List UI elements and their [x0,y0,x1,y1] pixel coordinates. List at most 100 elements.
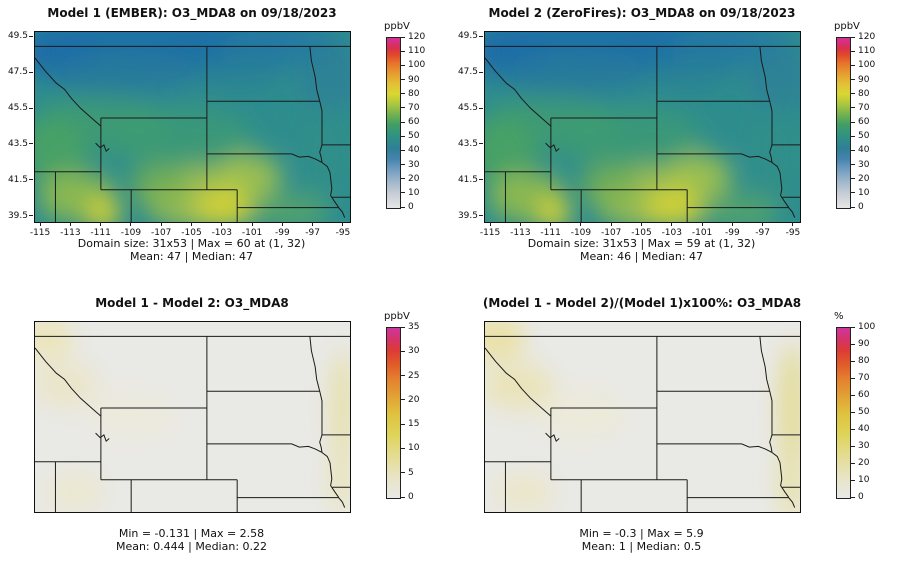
colorbar-tick-label: 20 [408,394,420,405]
colorbar-unit-label: ppbV [834,21,860,32]
colorbar-tick-mark [851,360,855,362]
colorbar-tick-label: 40 [858,424,870,434]
colorbar-tick-mark [851,479,855,481]
y-axis-tick-label: 45.5 [457,103,478,114]
x-axis-tick-mark [550,222,552,226]
x-axis-tick-mark [489,222,491,226]
colorbar-tick-label: 0 [408,202,414,212]
colorbar [386,37,401,209]
y-axis-tick-label: 41.5 [457,174,478,185]
caption-stats: Mean: 1 | Median: 0.5 [581,540,702,553]
colorbar-tick-label: 0 [858,202,864,212]
y-axis-tick-mark [479,35,483,37]
colorbar-tick-mark [851,164,855,165]
colorbar-tick-label: 10 [408,443,420,454]
x-axis-tick-mark [731,222,733,226]
x-axis-tick-label: -109 [570,228,592,238]
colorbar-tick-mark [401,423,405,425]
colorbar-tick-label: 40 [858,145,870,156]
x-axis-tick-mark [580,222,582,226]
colorbar-tick-mark [851,192,855,194]
caption-minmax: Min = -0.3 | Max = 5.9 [579,527,704,540]
x-axis-tick-label: -107 [600,228,622,238]
y-axis-tick-label: 49.5 [7,31,28,42]
x-axis-tick-mark [610,222,612,226]
colorbar-tick-label: 120 [858,32,876,42]
colorbar-tick-mark [401,50,405,52]
difference-map [34,321,351,513]
colorbar-tick-mark [401,350,405,352]
colorbar-tick-label: 60 [408,117,420,127]
colorbar-tick-mark [851,135,855,137]
caption-domain: Domain size: 31x53 | Max = 60 at (1, 32) [77,237,306,250]
colorbar-tick-label: 90 [408,74,420,85]
y-axis-tick-mark [479,179,483,181]
colorbar-tick-mark [851,496,855,498]
colorbar-tick-mark [851,377,855,379]
colorbar-tick-mark [851,149,855,151]
x-axis-tick-mark [701,222,703,226]
colorbar-tick-mark [401,79,405,80]
colorbar-tick-mark [401,164,405,165]
x-axis-tick-label: -99 [275,228,290,238]
colorbar-tick-mark [851,36,855,38]
x-axis-tick-label: -99 [725,228,740,238]
colorbar-tick-label: 100 [858,60,876,71]
colorbar-tick-label: 25 [408,370,420,381]
x-axis-tick-mark [251,222,253,226]
y-axis-tick-mark [479,215,483,217]
colorbar-tick-mark [401,192,405,194]
colorbar-tick-label: 90 [858,74,870,85]
colorbar-tick-mark [851,445,855,447]
colorbar-tick-label: 70 [408,102,420,113]
x-axis-tick-mark [519,222,521,226]
colorbar-tick-label: 110 [858,46,876,57]
x-axis-tick-label: -113 [510,228,531,238]
x-axis-tick-label: -115 [479,228,501,238]
panel-model2: Model 2 (ZeroFires): O3_MDA8 on 09/18/20… [450,0,900,289]
colorbar-tick-mark [851,64,855,66]
colorbar-tick-mark [851,178,855,180]
x-axis-tick-label: -115 [29,228,51,238]
y-axis-tick-label: 39.5 [457,210,478,221]
y-axis-tick-mark [29,215,33,217]
percent-difference-map [484,321,801,513]
caption-minmax: Min = -0.131 | Max = 2.58 [118,527,265,540]
x-axis-tick-label: -107 [150,228,172,238]
x-axis-tick-label: -111 [90,228,111,238]
colorbar-tick-mark [401,36,405,38]
colorbar-tick-label: 50 [408,131,420,142]
x-axis-tick-label: -109 [120,228,142,238]
x-axis-tick-mark [792,222,794,226]
colorbar-tick-mark [851,462,855,464]
colorbar-tick-label: 30 [858,441,870,451]
colorbar-tick-mark [851,394,855,396]
colorbar-tick-label: 60 [858,117,870,127]
colorbar-tick-label: 10 [408,187,420,198]
colorbar-tick-mark [401,107,405,109]
colorbar-tick-mark [401,472,405,474]
x-axis-tick-label: -95 [785,228,801,238]
colorbar-tick-mark [851,50,855,52]
colorbar [836,327,851,499]
colorbar-tick-label: 20 [858,173,870,184]
panel-title: Model 1 (EMBER): O3_MDA8 on 09/18/2023 [47,6,337,20]
colorbar-tick-label: 40 [408,145,420,156]
model2-map [484,31,801,223]
y-axis-tick-label: 43.5 [457,138,478,149]
colorbar-tick-label: 20 [408,173,420,184]
y-axis-tick-mark [29,35,33,37]
colorbar-tick-mark [401,496,405,498]
y-axis-tick-mark [29,71,33,73]
colorbar-tick-label: 70 [858,102,870,113]
colorbar-unit-label: % [834,311,844,322]
panel-difference: Model 1 - Model 2: O3_MDA8 ppbV Min = -0… [0,290,450,579]
x-axis-tick-mark [160,222,162,226]
colorbar-tick-label: 60 [858,390,870,400]
colorbar [836,37,851,209]
colorbar-tick-label: 50 [858,407,870,417]
caption-domain: Domain size: 31x53 | Max = 59 at (1, 32) [527,237,756,250]
x-axis-tick-label: -105 [631,228,652,238]
colorbar-tick-mark [401,121,405,123]
colorbar-tick-label: 10 [858,475,870,485]
